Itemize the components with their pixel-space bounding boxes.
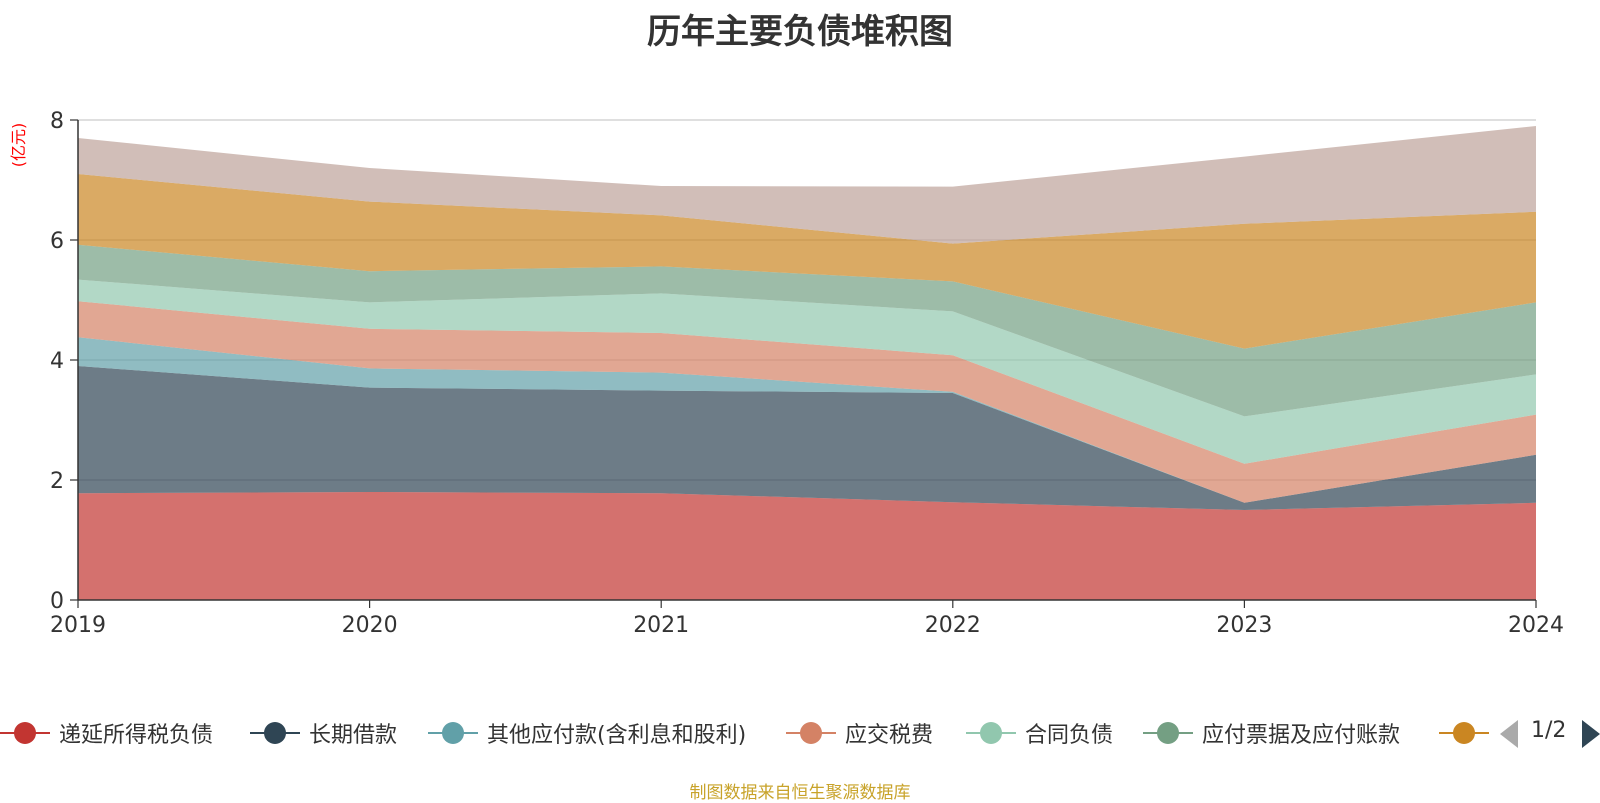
legend-pager: 1/2 [1500,716,1600,750]
y-tick-label: 4 [50,349,64,374]
legend-marker-icon [786,716,836,750]
data-source-note: 制图数据来自恒生聚源数据库 [689,783,911,803]
legend-label: 应交税费 [845,723,934,748]
legend-label: 递延所得税负债 [59,723,214,748]
legend-label: 合同负债 [1025,723,1114,748]
x-tick-label: 2021 [633,613,689,638]
legend-prev-page-icon[interactable] [1500,720,1518,748]
legend-item[interactable]: 应交税费 [786,716,933,750]
legend-marker-icon [1143,716,1193,750]
stacked-area-chart: 0 2 4 6 8 2019 2020 2021 2022 2023 2024 (亿元) [9,109,1564,638]
legend-marker-icon [966,716,1016,750]
legend-marker-icon [428,716,478,750]
legend-marker-icon [250,716,300,750]
legend-item[interactable]: 长期借款 [250,716,397,750]
x-tick-label: 2020 [342,613,398,638]
legend-marker-icon [1439,716,1489,750]
legend-next-page-icon[interactable] [1582,720,1600,748]
legend-item[interactable]: 其他应付款(含利息和股利) [428,716,746,750]
area-series-1 [78,366,1536,510]
y-tick-label: 6 [50,229,64,254]
area-series-2 [78,337,1536,503]
y-axis-unit-label: (亿元) [9,123,28,168]
chart-legend: 递延所得税负债 长期借款 其他应付款(含利息和股利) 应交税费 合同负债 应付票据及应付账… [0,716,1600,750]
area-series-3 [78,301,1536,503]
y-tick-label: 8 [50,109,64,134]
chart-title: 历年主要负债堆积图 [647,12,953,52]
area-series-6 [78,174,1536,349]
y-tick-label: 0 [50,589,64,614]
x-tick-label: 2019 [50,613,106,638]
legend-page-indicator: 1/2 [1531,718,1567,743]
legend-item[interactable]: 合同负债 [966,716,1113,750]
y-tick-label: 2 [50,469,64,494]
x-tick-label: 2022 [925,613,981,638]
legend-marker-icon [0,716,50,750]
area-series-0 [78,492,1536,600]
legend-label: 其他应付款(含利息和股利) [487,723,747,748]
axes: 0 2 4 6 8 2019 2020 2021 2022 2023 2024 [50,109,1564,638]
area-series-5 [78,244,1536,417]
area-series-4 [78,279,1536,464]
legend-item[interactable] [1439,716,1489,750]
area-series-7 [78,126,1536,244]
area-series-layer [78,126,1536,600]
legend-label: 长期借款 [309,723,398,748]
legend-item[interactable]: 递延所得税负债 [0,716,213,750]
x-tick-label: 2023 [1216,613,1272,638]
legend-label: 应付票据及应付账款 [1202,723,1401,748]
legend-item[interactable]: 应付票据及应付账款 [1143,716,1400,750]
x-tick-label: 2024 [1508,613,1564,638]
